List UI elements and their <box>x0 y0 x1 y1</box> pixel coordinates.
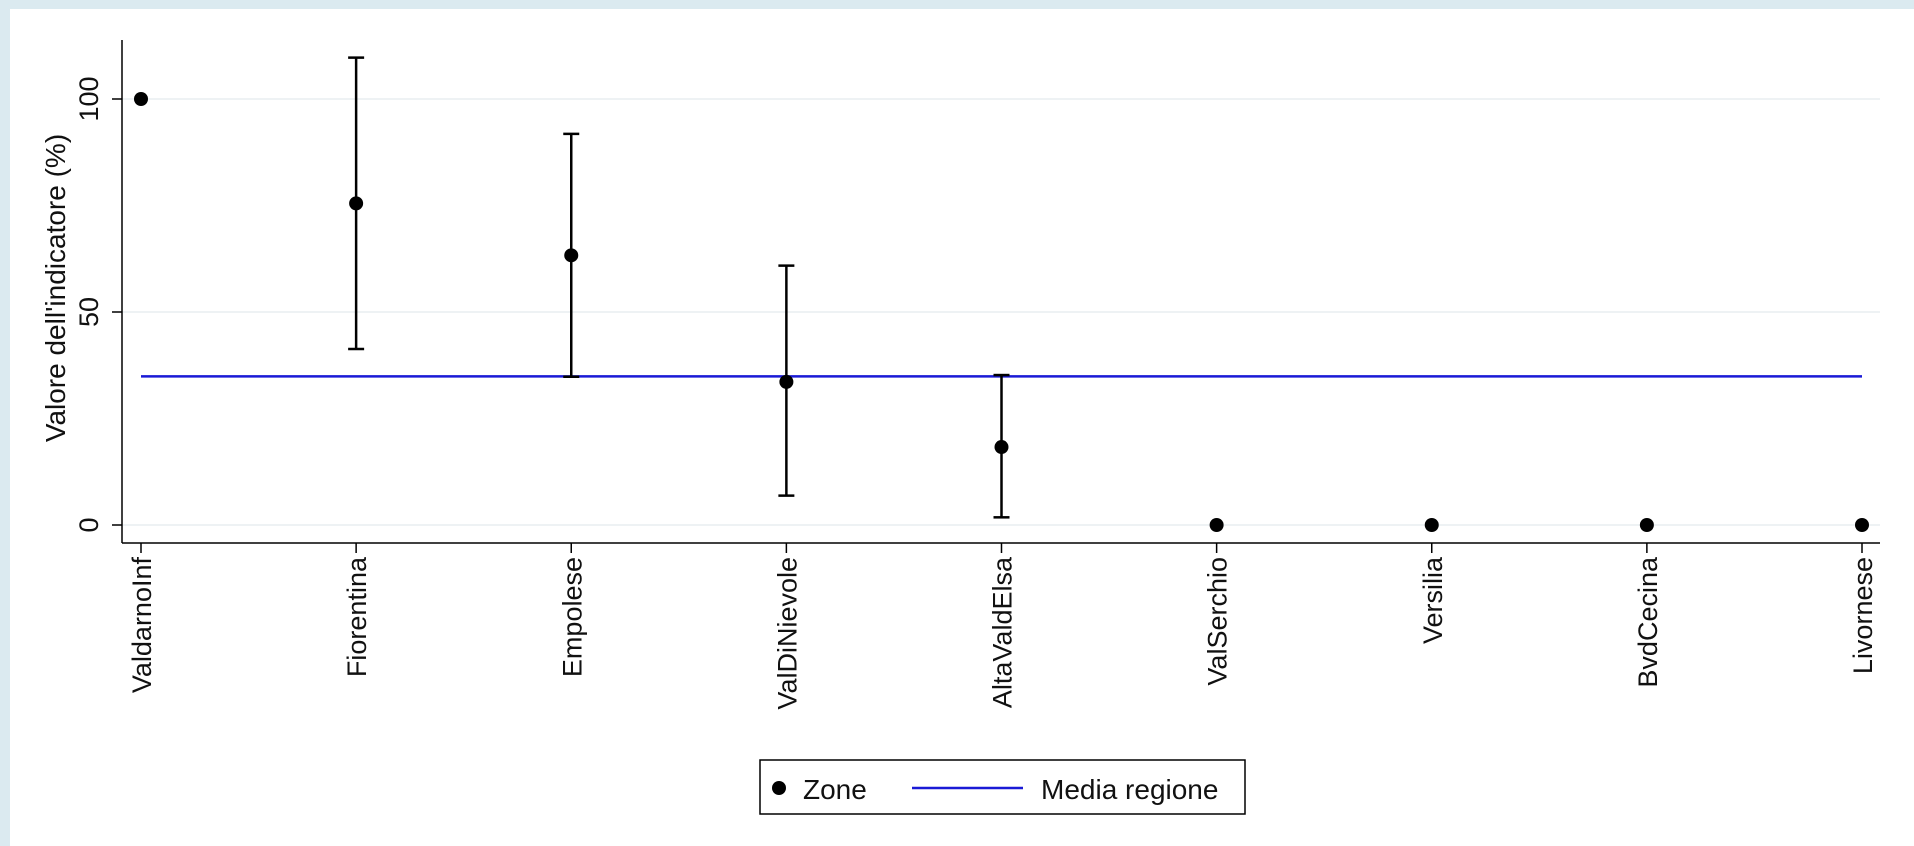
x-tick-label-Fiorentina: Fiorentina <box>342 556 372 677</box>
y-axis-label: Valore dell'indicatore (%) <box>40 134 71 442</box>
data-points <box>134 92 1869 532</box>
legend-mean-label: Media regione <box>1041 774 1218 805</box>
x-tick-label-Empolese: Empolese <box>557 557 587 677</box>
x-tick-label-ValDiNievole: ValDiNievole <box>772 557 802 710</box>
data-point-Livornese <box>1855 518 1869 532</box>
y-tick-label-0: 0 <box>74 517 104 532</box>
chart-background <box>10 9 1914 846</box>
data-point-Empolese <box>564 248 579 263</box>
data-point-Fiorentina <box>349 196 364 211</box>
data-point-ValdarnoInf <box>134 92 148 106</box>
axes <box>112 40 1880 553</box>
x-tick-label-ValdarnoInf: ValdarnoInf <box>127 557 157 694</box>
data-point-AltaValdElsa <box>994 440 1009 455</box>
legend-zone-label: Zone <box>803 774 867 805</box>
data-point-Versilia <box>1424 518 1439 532</box>
gridlines <box>122 98 1880 526</box>
data-point-BvdCecina <box>1639 518 1654 532</box>
x-tick-label-Livornese: Livornese <box>1848 557 1878 674</box>
confidence-intervals <box>348 56 1010 519</box>
legend: Zone Media regione <box>759 759 1246 815</box>
legend-zone-marker <box>772 781 786 795</box>
tick-labels: 0 50 100 ValdarnoInf Fiorentina Empolese ValDi… <box>74 76 1878 709</box>
data-point-ValSerchio <box>1209 518 1224 532</box>
x-tick-label-ValSerchio: ValSerchio <box>1203 557 1233 686</box>
y-tick-label-50: 50 <box>74 297 104 327</box>
x-tick-label-AltaValdElsa: AltaValdElsa <box>988 556 1018 708</box>
x-tick-label-Versilia: Versilia <box>1418 556 1448 644</box>
data-point-ValDiNievole <box>779 374 794 389</box>
y-tick-label-100: 100 <box>74 76 104 121</box>
x-tick-label-BvdCecina: BvdCecina <box>1633 556 1663 688</box>
